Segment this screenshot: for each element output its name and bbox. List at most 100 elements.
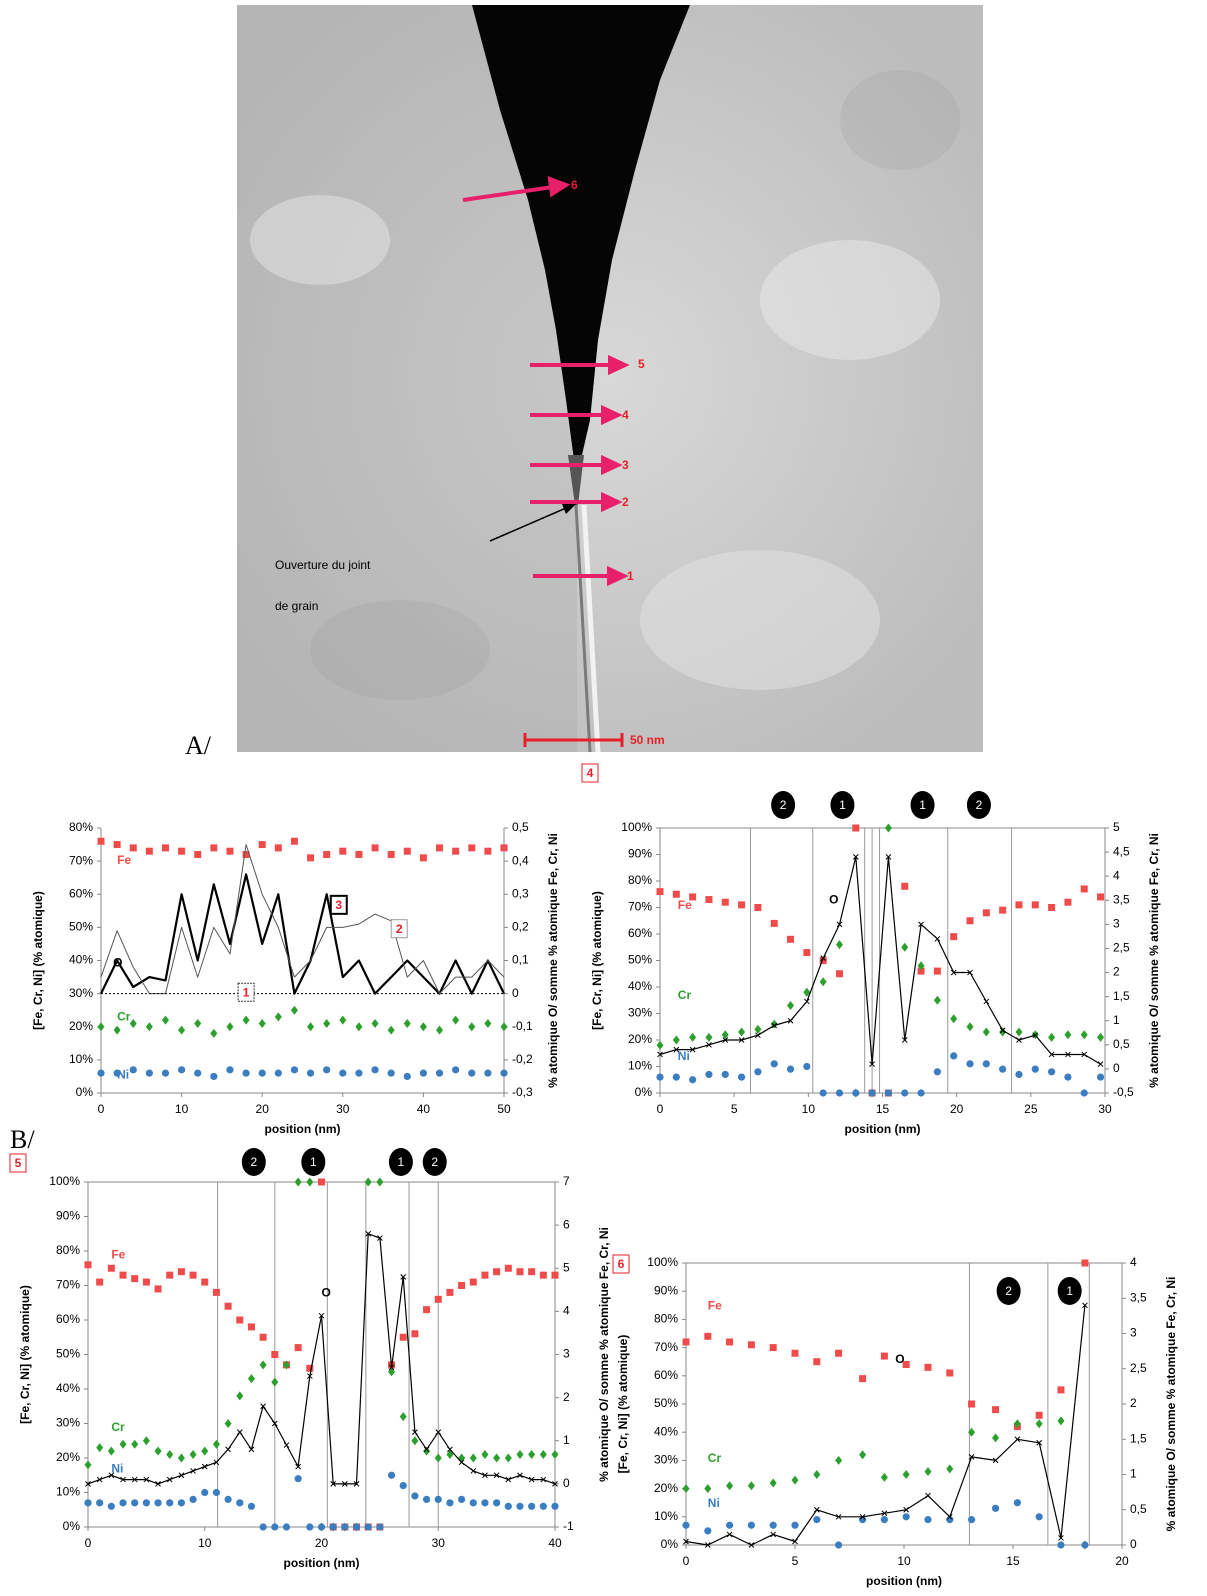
point <box>364 1523 372 1531</box>
y-tick-label: 90% <box>654 1283 678 1297</box>
point <box>738 1027 746 1037</box>
point <box>435 1069 444 1077</box>
y2-tick-label: 0,5 <box>512 820 529 834</box>
point <box>131 1275 139 1283</box>
point <box>1048 904 1056 911</box>
point <box>142 1499 150 1507</box>
point <box>317 1523 326 1531</box>
point <box>213 1459 220 1466</box>
y-axis-title: [Fe, Cr, Ni] (% atomique) <box>31 891 45 1030</box>
point <box>129 1066 137 1074</box>
y2-tick-label: 3,5 <box>1113 892 1130 906</box>
caption: Ouverture du joint <box>275 558 371 572</box>
point <box>271 1523 279 1531</box>
point <box>1080 1030 1088 1040</box>
x-tick-label: 0 <box>98 1102 105 1116</box>
point <box>282 1360 290 1370</box>
point <box>323 1066 331 1074</box>
point <box>294 1177 302 1187</box>
point <box>1057 1416 1065 1426</box>
point <box>1096 1073 1105 1081</box>
point <box>803 998 810 1005</box>
point <box>371 1018 379 1028</box>
point <box>242 1069 250 1077</box>
point <box>755 1032 761 1039</box>
point <box>226 847 234 855</box>
point <box>704 1332 712 1340</box>
series-label: Fe <box>678 898 692 912</box>
point <box>154 1285 162 1293</box>
point <box>387 1025 395 1035</box>
series-label: Fe <box>708 1298 722 1312</box>
point <box>933 967 941 975</box>
y-axis-title: [Fe, Cr, Ni] (% atomique) <box>18 1285 32 1424</box>
point <box>155 1481 161 1487</box>
zone-marker <box>996 1277 1021 1305</box>
series-label: Cr <box>708 1451 722 1465</box>
zone-marker <box>241 1148 266 1176</box>
point <box>552 1481 558 1487</box>
point <box>422 1495 431 1503</box>
point <box>517 1472 523 1479</box>
point <box>446 1499 454 1507</box>
y-tick-label: 50% <box>56 1347 80 1361</box>
y-tick-label: 100% <box>49 1174 80 1188</box>
point <box>769 1478 777 1488</box>
y2-tick-label: 2 <box>1130 1396 1137 1410</box>
point <box>738 901 746 909</box>
y2-tick-label: -0,2 <box>512 1052 533 1066</box>
y2-tick-label: 0 <box>1113 1061 1120 1075</box>
x-axis-title: position (nm) <box>866 1574 942 1588</box>
point <box>129 1018 137 1028</box>
point <box>484 1018 492 1028</box>
point <box>178 1066 186 1074</box>
point <box>1081 1541 1089 1549</box>
y-tick-label: 70% <box>56 1278 80 1292</box>
point <box>726 1338 734 1346</box>
point <box>1097 1061 1104 1067</box>
point <box>469 1278 477 1286</box>
point <box>1014 1436 1021 1443</box>
point <box>260 1403 266 1410</box>
point <box>682 1338 690 1346</box>
zone-label: 2 <box>1005 1284 1012 1298</box>
point <box>704 1542 711 1548</box>
point <box>721 898 729 906</box>
point <box>274 844 282 852</box>
point <box>1015 1070 1023 1079</box>
point <box>539 1271 547 1279</box>
point <box>190 1468 196 1474</box>
point <box>119 1499 127 1507</box>
point <box>835 940 843 950</box>
point <box>271 1420 278 1427</box>
point <box>323 851 331 858</box>
y2-tick-label: 1 <box>1130 1467 1137 1481</box>
point <box>992 1433 1000 1443</box>
point <box>306 1523 314 1531</box>
point <box>412 1429 418 1435</box>
y-tick-label: 30% <box>628 1006 652 1020</box>
point <box>484 1069 492 1077</box>
point <box>917 1089 925 1097</box>
point <box>470 1468 477 1474</box>
point <box>946 1513 953 1520</box>
y-tick-label: 40% <box>56 1381 80 1395</box>
series-label: Cr <box>678 988 692 1002</box>
point <box>282 1523 291 1531</box>
point <box>108 1472 115 1479</box>
zone-marker <box>966 791 991 819</box>
point <box>769 1521 777 1529</box>
y2-axis-title: % atomique O/ somme % atomique Fe, Cr, N… <box>597 1227 611 1482</box>
y-axis-title: [Fe, Cr, Ni] (% atomique) <box>590 891 604 1030</box>
point <box>212 1488 221 1497</box>
point <box>505 1476 512 1483</box>
point <box>452 847 460 855</box>
point <box>967 969 973 976</box>
point <box>528 1502 536 1510</box>
point <box>364 1177 372 1187</box>
point <box>813 1516 821 1524</box>
series-label: O <box>322 1286 331 1300</box>
point <box>423 1446 430 1453</box>
point <box>504 1453 512 1463</box>
x-tick-label: 40 <box>548 1536 562 1550</box>
